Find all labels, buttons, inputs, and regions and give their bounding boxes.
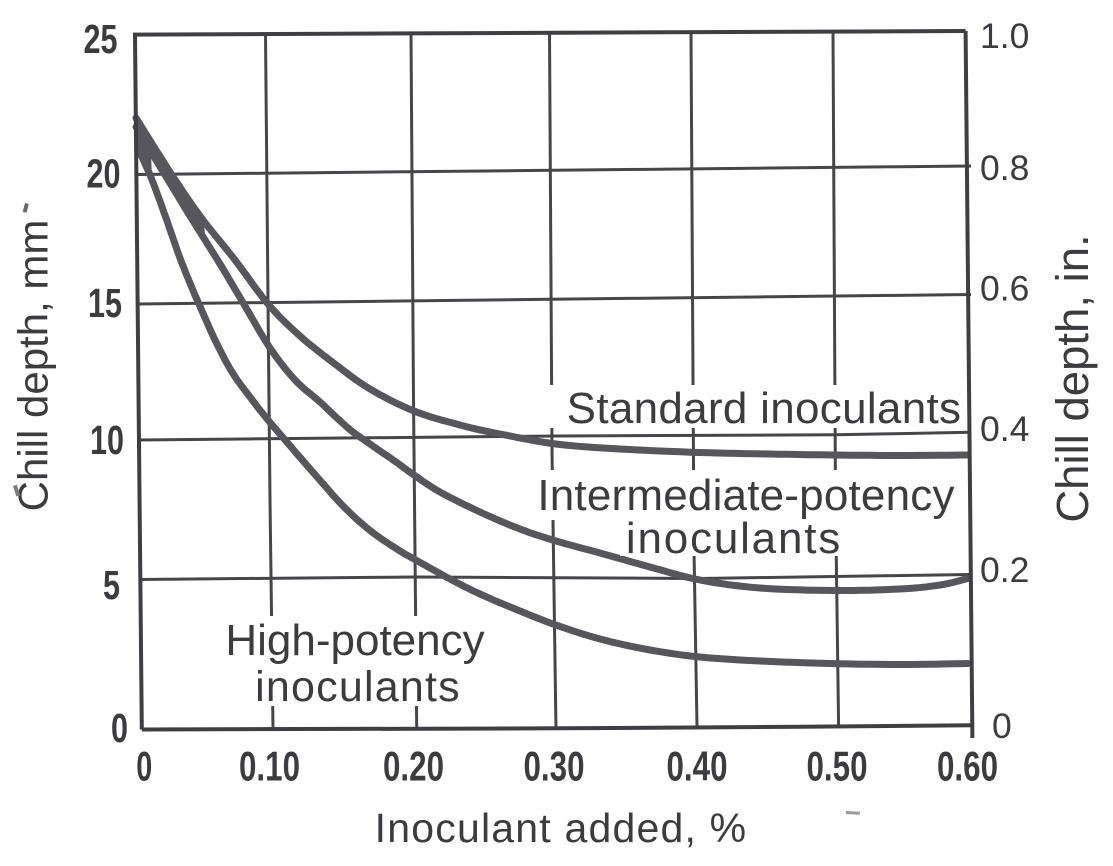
- svg-text:0.30: 0.30: [524, 743, 585, 790]
- svg-text:15: 15: [88, 280, 122, 326]
- svg-text:0.4: 0.4: [980, 409, 1029, 449]
- svg-text:0: 0: [111, 705, 128, 751]
- svg-text:High-potency: High-potency: [225, 616, 484, 665]
- svg-text:0.10: 0.10: [239, 743, 300, 790]
- svg-text:inoculants: inoculants: [626, 514, 842, 563]
- svg-text:0.50: 0.50: [807, 743, 868, 790]
- svg-text:Inoculant added, %: Inoculant added, %: [375, 805, 748, 851]
- svg-text:0.60: 0.60: [937, 743, 998, 790]
- svg-text:1.0: 1.0: [980, 16, 1029, 56]
- svg-text:0.6: 0.6: [980, 269, 1029, 309]
- svg-text:20: 20: [87, 151, 121, 197]
- svg-text:Chill depth, mm: Chill depth, mm: [10, 220, 57, 512]
- svg-text:0.2: 0.2: [980, 550, 1029, 590]
- svg-text:0.8: 0.8: [980, 148, 1029, 188]
- svg-text:0: 0: [136, 743, 152, 790]
- svg-text:inoculants: inoculants: [255, 663, 461, 711]
- svg-text:5: 5: [103, 562, 120, 608]
- svg-text:0.20: 0.20: [383, 743, 444, 790]
- svg-text:Intermediate-potency: Intermediate-potency: [537, 471, 954, 520]
- svg-text:Chill depth, in.: Chill depth, in.: [1047, 234, 1098, 522]
- svg-text:25: 25: [84, 16, 118, 62]
- svg-text:Standard inoculants: Standard inoculants: [567, 384, 962, 433]
- svg-text:10: 10: [90, 417, 124, 463]
- svg-text:0: 0: [992, 706, 1012, 746]
- svg-text:0.40: 0.40: [667, 743, 728, 790]
